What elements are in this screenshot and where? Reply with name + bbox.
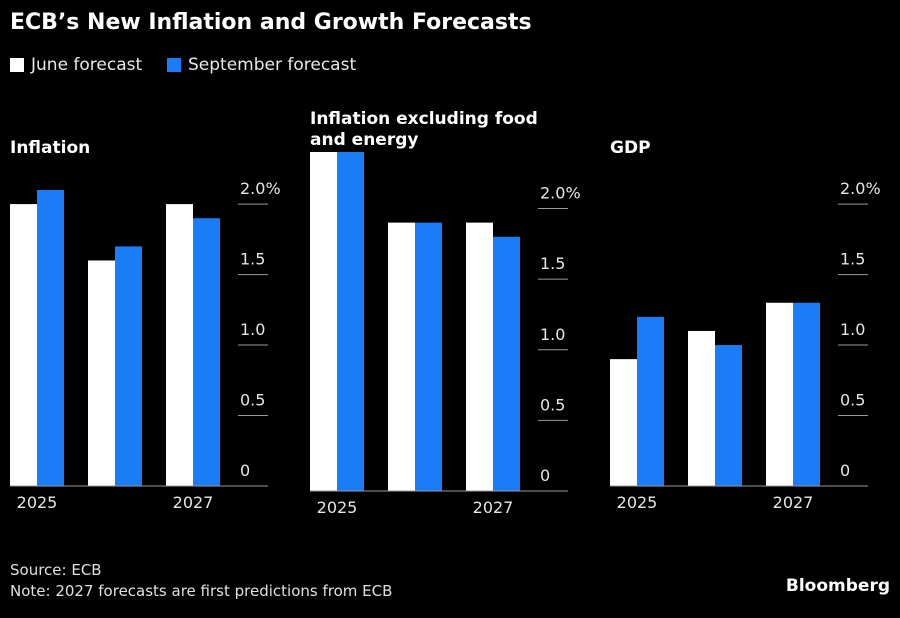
note: Note: 2027 forecasts are first predictio… (10, 582, 393, 600)
bar (688, 330, 715, 486)
bar (115, 246, 142, 486)
bar (415, 222, 442, 491)
y-tick-label: 1.0 (840, 320, 865, 339)
y-tick-label: 1.0 (240, 320, 265, 339)
y-tick-label: 2.0% (240, 179, 281, 198)
legend-swatch (167, 58, 181, 72)
legend-label: September forecast (188, 55, 357, 75)
bar (388, 222, 415, 491)
legend-item: September forecast (167, 55, 356, 75)
bar (793, 302, 820, 486)
x-tick-label: 2027 (473, 498, 514, 517)
source: Source: ECB (10, 561, 102, 579)
logo: Bloomberg (785, 576, 890, 596)
x-tick-label: 2025 (317, 498, 358, 517)
bar (10, 204, 37, 486)
y-tick-label: 1.5 (840, 250, 865, 269)
y-tick-label: 1.5 (240, 250, 265, 269)
y-tick-label: 2.0% (840, 179, 881, 198)
panel-title: GDP (610, 138, 651, 158)
bar (337, 152, 364, 491)
bar (88, 260, 115, 486)
x-tick-label: 2025 (17, 493, 58, 512)
y-tick-label: 2.0% (540, 184, 581, 203)
y-tick-label: 0.5 (540, 395, 565, 414)
bar (610, 359, 637, 486)
bar (766, 302, 793, 486)
legend-item: June forecast (10, 55, 142, 75)
bar (493, 236, 520, 491)
x-tick-label: 2027 (773, 493, 814, 512)
bar (37, 190, 64, 486)
y-tick-label: 0 (540, 466, 550, 485)
bar (715, 345, 742, 486)
y-tick-label: 0 (840, 461, 850, 480)
y-tick-label: 1.0 (540, 325, 565, 344)
y-tick-label: 0 (240, 461, 250, 480)
panel-title: Inflation excluding food and energy (310, 109, 538, 150)
legend-label: June forecast (31, 55, 143, 75)
bar (166, 204, 193, 486)
y-tick-label: 1.5 (540, 254, 565, 273)
legend-swatch (10, 58, 24, 72)
y-tick-label: 0.5 (240, 391, 265, 410)
panel-title: Inflation (10, 138, 91, 158)
x-tick-label: 2025 (617, 493, 658, 512)
x-tick-label: 2027 (173, 493, 214, 512)
bar (466, 222, 493, 491)
bar (637, 316, 664, 486)
chart-title: ECB’s New Inflation and Growth Forecasts (10, 10, 532, 35)
bar (310, 152, 337, 491)
y-tick-label: 0.5 (840, 391, 865, 410)
bar (193, 218, 220, 486)
